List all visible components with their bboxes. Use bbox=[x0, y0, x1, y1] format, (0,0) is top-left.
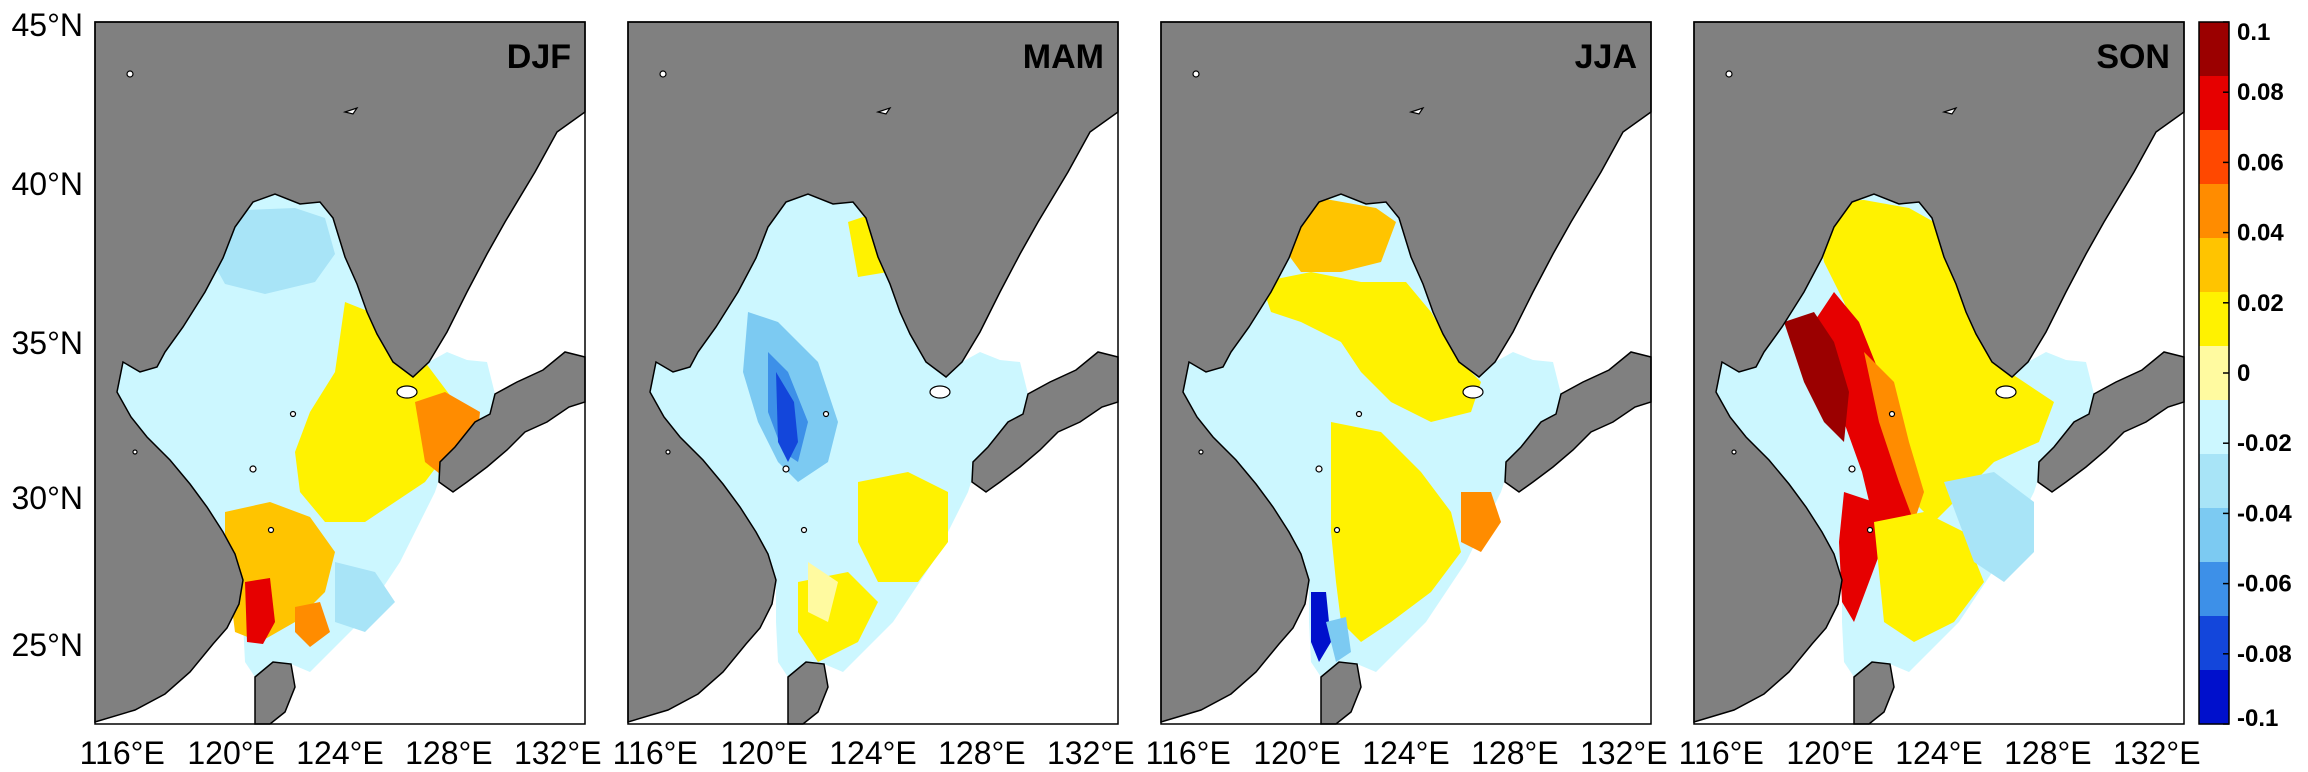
colorbar-tick-label: 0.06 bbox=[2237, 149, 2284, 176]
panel-son: SON bbox=[1693, 21, 2185, 725]
lon-tick-panel1-116: 116°E bbox=[80, 735, 165, 771]
lon-tick-panel2-132: 132°E bbox=[1047, 735, 1135, 771]
colorbar-tick-label: 0.1 bbox=[2237, 19, 2270, 46]
lat-tick-35: 35°N bbox=[12, 325, 84, 361]
lat-tick-25: 25°N bbox=[12, 627, 84, 663]
lon-tick-panel2-120: 120°E bbox=[720, 735, 808, 771]
colorbar-swatch bbox=[2199, 400, 2229, 455]
lon-tick-panel3-128: 128°E bbox=[1471, 735, 1559, 771]
lon-tick-panel1-132: 132°E bbox=[514, 735, 602, 771]
colorbar-swatch bbox=[2199, 562, 2229, 617]
lat-tick-40: 40°N bbox=[12, 166, 84, 202]
colorbar-tick-label: 0.04 bbox=[2237, 220, 2284, 247]
colorbar-tick-label: -0.02 bbox=[2237, 430, 2292, 457]
colorbar-tick-label: 0.08 bbox=[2237, 79, 2284, 106]
colorbar-tick-label: 0.02 bbox=[2237, 290, 2284, 317]
colorbar-ticks: 0.1 0.08 0.06 0.04 0.02 0 -0.02 -0.04 -0.06 -0.08… bbox=[2223, 19, 2292, 732]
lon-tick-panel1-120: 120°E bbox=[187, 735, 275, 771]
colorbar-tick-label: -0.08 bbox=[2237, 641, 2292, 668]
lon-tick-panel3-116: 116°E bbox=[1146, 735, 1231, 771]
latitude-axis: 45°N 40°N 35°N 30°N 25°N bbox=[12, 7, 84, 663]
panel-djf: DJF bbox=[94, 21, 586, 725]
lon-tick-panel4-124: 124°E bbox=[1895, 735, 1983, 771]
panel-label-son: SON bbox=[2096, 38, 2170, 76]
panel-jja: JJA bbox=[1160, 21, 1652, 725]
colorbar-swatch bbox=[2199, 454, 2229, 509]
lon-tick-panel2-116: 116°E bbox=[613, 735, 698, 771]
lat-tick-45: 45°N bbox=[12, 7, 84, 43]
lon-tick-panel3-120: 120°E bbox=[1253, 735, 1341, 771]
panel-mam: MAM bbox=[627, 21, 1119, 725]
colorbar-swatch bbox=[2199, 508, 2229, 563]
lon-tick-panel3-132: 132°E bbox=[1580, 735, 1668, 771]
lon-tick-panel1-124: 124°E bbox=[296, 735, 384, 771]
colorbar-tick-label: -0.1 bbox=[2237, 705, 2278, 732]
colorbar-swatch bbox=[2199, 292, 2229, 347]
lon-tick-panel3-124: 124°E bbox=[1362, 735, 1450, 771]
colorbar-swatches bbox=[2199, 22, 2229, 725]
panel-label-jja: JJA bbox=[1575, 38, 1637, 76]
colorbar-swatch bbox=[2199, 76, 2229, 131]
colorbar-swatch bbox=[2199, 130, 2229, 185]
colorbar-swatch bbox=[2199, 616, 2229, 671]
lon-tick-panel1-128: 128°E bbox=[405, 735, 493, 771]
lon-tick-panel4-120: 120°E bbox=[1786, 735, 1874, 771]
lon-tick-panel2-128: 128°E bbox=[938, 735, 1026, 771]
lon-tick-panel4-116: 116°E bbox=[1679, 735, 1764, 771]
lon-tick-panel2-124: 124°E bbox=[829, 735, 917, 771]
colorbar-tick-label: -0.06 bbox=[2237, 571, 2292, 598]
colorbar: 0.1 0.08 0.06 0.04 0.02 0 -0.02 -0.04 -0.06 -0.08… bbox=[2198, 19, 2292, 732]
lon-tick-panel4-132: 132°E bbox=[2113, 735, 2201, 771]
lon-tick-panel4-128: 128°E bbox=[2004, 735, 2092, 771]
lat-tick-30: 30°N bbox=[12, 480, 84, 516]
longitude-axis: 116°E 120°E 124°E 128°E 132°E 116°E 120°E 124°E… bbox=[80, 735, 2201, 771]
anomaly-patches bbox=[1201, 164, 1501, 662]
panel-label-djf: DJF bbox=[507, 38, 571, 76]
colorbar-swatch bbox=[2199, 184, 2229, 239]
colorbar-swatch bbox=[2199, 670, 2229, 725]
panel-label-mam: MAM bbox=[1023, 38, 1104, 76]
colorbar-tick-label: -0.04 bbox=[2237, 500, 2292, 527]
colorbar-tick-label: 0 bbox=[2237, 360, 2250, 387]
colorbar-swatch bbox=[2199, 22, 2229, 77]
colorbar-swatch bbox=[2199, 238, 2229, 293]
